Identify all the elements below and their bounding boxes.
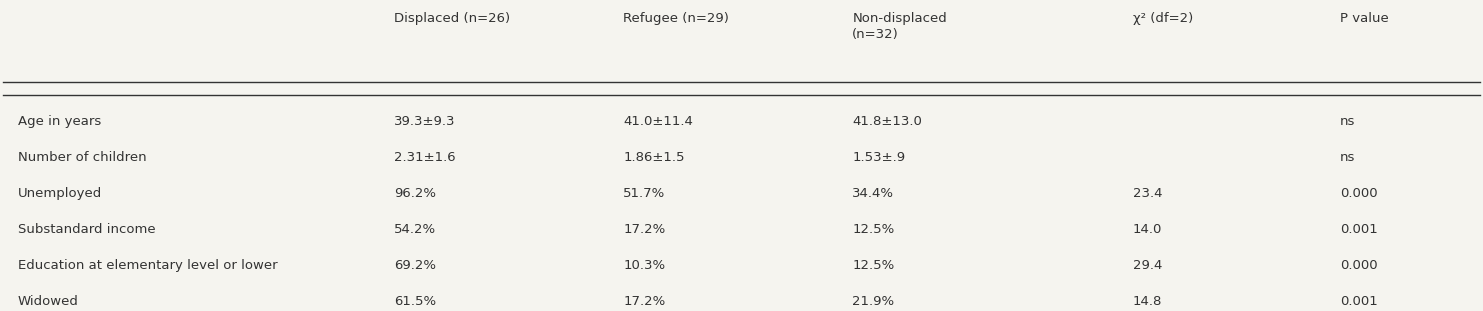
Text: P value: P value — [1339, 12, 1388, 25]
Text: χ² (df=2): χ² (df=2) — [1133, 12, 1194, 25]
Text: 12.5%: 12.5% — [853, 223, 894, 236]
Text: 41.0±11.4: 41.0±11.4 — [623, 115, 693, 128]
Text: Refugee (n=29): Refugee (n=29) — [623, 12, 730, 25]
Text: 41.8±13.0: 41.8±13.0 — [853, 115, 922, 128]
Text: Education at elementary level or lower: Education at elementary level or lower — [18, 259, 277, 272]
Text: 61.5%: 61.5% — [394, 295, 436, 308]
Text: Substandard income: Substandard income — [18, 223, 156, 236]
Text: 14.8: 14.8 — [1133, 295, 1163, 308]
Text: 39.3±9.3: 39.3±9.3 — [394, 115, 455, 128]
Text: 17.2%: 17.2% — [623, 223, 666, 236]
Text: Widowed: Widowed — [18, 295, 79, 308]
Text: Displaced (n=26): Displaced (n=26) — [394, 12, 510, 25]
Text: 69.2%: 69.2% — [394, 259, 436, 272]
Text: 1.86±1.5: 1.86±1.5 — [623, 151, 685, 164]
Text: 21.9%: 21.9% — [853, 295, 894, 308]
Text: 23.4: 23.4 — [1133, 187, 1163, 200]
Text: Unemployed: Unemployed — [18, 187, 102, 200]
Text: 0.000: 0.000 — [1339, 187, 1378, 200]
Text: ns: ns — [1339, 115, 1355, 128]
Text: 0.000: 0.000 — [1339, 259, 1378, 272]
Text: 17.2%: 17.2% — [623, 295, 666, 308]
Text: 2.31±1.6: 2.31±1.6 — [394, 151, 455, 164]
Text: 10.3%: 10.3% — [623, 259, 666, 272]
Text: 51.7%: 51.7% — [623, 187, 666, 200]
Text: Non-displaced
(n=32): Non-displaced (n=32) — [853, 12, 948, 41]
Text: 54.2%: 54.2% — [394, 223, 436, 236]
Text: 29.4: 29.4 — [1133, 259, 1163, 272]
Text: Age in years: Age in years — [18, 115, 101, 128]
Text: 0.001: 0.001 — [1339, 295, 1378, 308]
Text: Number of children: Number of children — [18, 151, 147, 164]
Text: 34.4%: 34.4% — [853, 187, 894, 200]
Text: 1.53±.9: 1.53±.9 — [853, 151, 906, 164]
Text: 14.0: 14.0 — [1133, 223, 1163, 236]
Text: 12.5%: 12.5% — [853, 259, 894, 272]
Text: ns: ns — [1339, 151, 1355, 164]
Text: 96.2%: 96.2% — [394, 187, 436, 200]
Text: 0.001: 0.001 — [1339, 223, 1378, 236]
